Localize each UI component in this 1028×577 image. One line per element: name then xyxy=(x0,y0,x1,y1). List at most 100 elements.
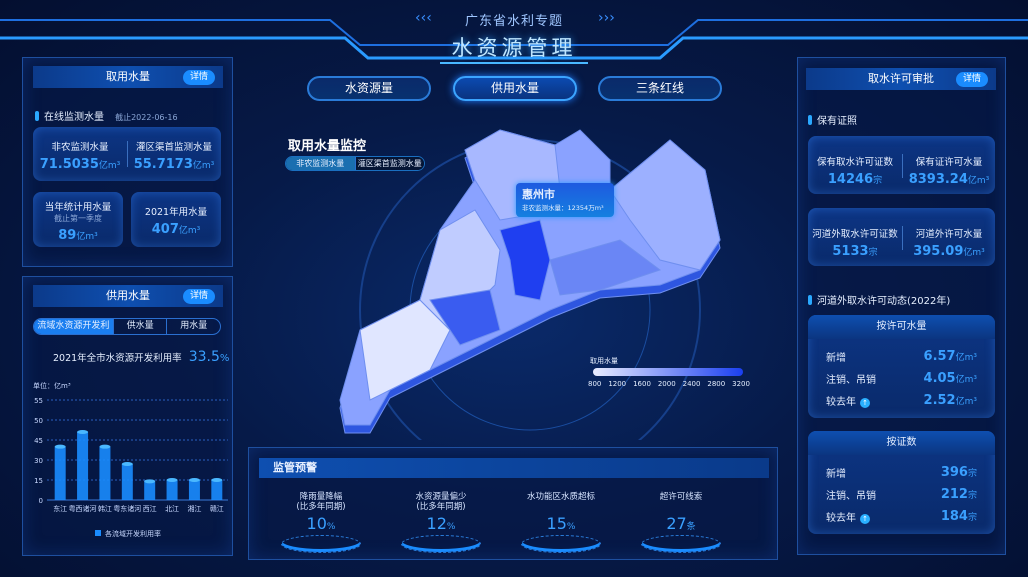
y-tick-label: 45 xyxy=(34,437,43,445)
box-title: 按许可水量 xyxy=(808,315,995,339)
tab-basin-development[interactable]: 流域水资源开发利用 xyxy=(34,319,114,334)
water-supply-panel: 供用水量 详情 流域水资源开发利用 供水量 用水量 2021年全市水资源开发利用… xyxy=(22,276,233,556)
left-chevrons-icon: ‹‹‹ xyxy=(415,10,432,26)
x-tick-label: 东江 xyxy=(53,504,67,513)
detail-button[interactable]: 详情 xyxy=(182,289,215,304)
legend-swatch xyxy=(95,530,101,536)
offstream-permit-card: 河道外取水许可证数 5133宗 河道外许可水量 395.09亿m³ xyxy=(808,208,995,266)
x-tick-label: 韩江 xyxy=(98,504,112,513)
rate-unit: % xyxy=(219,353,230,364)
divider xyxy=(127,141,128,167)
river-basin-bar-chart: 单位：亿m³ 0 15 30 45 50 55 东江 粤西诸河 韩江 粤东诸河 西江 北江 湘江 赣江各流域… xyxy=(33,381,228,538)
nav-water-supply[interactable]: 供用水量 xyxy=(453,76,577,101)
x-tick-label: 湘江 xyxy=(187,504,201,513)
stat-unit: 亿m³ xyxy=(955,375,977,385)
tab-water-use[interactable]: 用水量 xyxy=(180,321,208,331)
stat-value: 212 xyxy=(940,487,968,502)
stat-row: 较去年 ↑ 184宗 xyxy=(826,509,977,524)
metric-label: 2021年用水量 xyxy=(144,207,208,218)
bar[interactable] xyxy=(99,446,111,500)
stat-label: 新增 xyxy=(826,353,846,364)
stat-label: 注销、吊销 xyxy=(826,491,876,502)
tooltip-value: 12354 xyxy=(567,204,589,212)
toggle-nonagri[interactable]: 非农监测水量 xyxy=(286,157,356,170)
legend-label: 各流域开发利用率 xyxy=(105,529,161,538)
header-subtitle: 广东省水利专题 xyxy=(464,14,563,29)
detail-button[interactable]: 详情 xyxy=(182,70,215,85)
warning-item[interactable]: 超许可线索 27条 xyxy=(626,492,736,553)
bar-cap xyxy=(77,430,89,434)
metric-value: 395.09 xyxy=(913,244,964,259)
metric-value: 55.7173 xyxy=(133,157,193,172)
warning-item[interactable]: 降雨量降幅 (比多年同期) 10% xyxy=(266,492,376,553)
stat-row: 注销、吊销 212宗 xyxy=(826,487,977,502)
ring-decoration xyxy=(641,535,721,553)
stat-label: 注销、吊销 xyxy=(826,375,876,386)
guangdong-map[interactable] xyxy=(300,120,740,440)
metric-unit: 亿m³ xyxy=(76,232,98,242)
stat-row: 注销、吊销 4.05亿m³ xyxy=(826,371,977,386)
bar[interactable] xyxy=(121,464,133,500)
map-region xyxy=(609,139,721,271)
tab-water-supply[interactable]: 供水量 xyxy=(114,319,168,334)
legend-tick: 2800 xyxy=(707,380,726,388)
map-toggle: 非农监测水量 灌区渠首监测水量 xyxy=(285,156,425,171)
bar[interactable] xyxy=(77,432,89,500)
section-heading: 在线监测水量 截止2022-06-16 xyxy=(35,105,178,124)
map-title: 取用水量监控 xyxy=(288,139,367,154)
metric-value: 5133 xyxy=(832,244,869,259)
warning-item[interactable]: 水资源量偏少 (比多年同期) 12% xyxy=(386,492,496,553)
map-tooltip: 惠州市 非农监测水量：12354万m³ xyxy=(516,183,614,217)
y-tick-label: 55 xyxy=(34,397,43,405)
box-title: 按证数 xyxy=(808,431,995,455)
metric-label: 河道外取水许可证数 xyxy=(812,229,898,240)
toggle-irrigation[interactable]: 灌区渠首监测水量 xyxy=(355,157,424,170)
stat-unit: 宗 xyxy=(967,513,977,523)
metric-value: 14246 xyxy=(827,172,874,187)
water-intake-panel: 取用水量 详情 在线监测水量 截止2022-06-16 非农监测水量 71.503… xyxy=(22,57,233,267)
stat-label: 新增 xyxy=(826,469,846,480)
nav-three-red-lines[interactable]: 三条红线 xyxy=(598,76,722,101)
metric-unit: 宗 xyxy=(873,176,883,186)
year-2021-card: 2021年用水量 407亿m³ xyxy=(131,192,221,247)
arrow-up-icon: ↑ xyxy=(860,514,870,524)
panel-title: 取水许可审批 详情 xyxy=(806,68,996,90)
warning-label: 降雨量降幅 xyxy=(299,492,343,502)
stat-value: 4.05 xyxy=(923,371,956,386)
map-region-huizhou[interactable] xyxy=(499,219,551,301)
bar-cap xyxy=(99,444,111,449)
stat-value: 184 xyxy=(940,509,968,524)
y-tick-label: 50 xyxy=(34,417,43,425)
warning-unit: % xyxy=(566,522,576,532)
stat-value: 2.52 xyxy=(923,393,956,408)
stat-label: 较去年 xyxy=(826,397,856,408)
tooltip-city: 惠州市 xyxy=(522,188,555,201)
detail-button[interactable]: 详情 xyxy=(955,72,988,87)
stat-unit: 宗 xyxy=(967,469,977,479)
utilization-rate: 2021年全市水资源开发利用率 33.5% xyxy=(53,349,229,365)
bar[interactable] xyxy=(211,480,223,500)
bar[interactable] xyxy=(54,446,66,500)
warning-sublabel: (比多年同期) xyxy=(296,502,346,512)
warning-value: 12 xyxy=(426,514,447,533)
page-title: 水资源管理 xyxy=(451,36,577,60)
panel-title-text: 供用水量 xyxy=(106,289,150,302)
nav-water-resources[interactable]: 水资源量 xyxy=(307,76,431,101)
bar[interactable] xyxy=(166,480,178,500)
x-tick-label: 北江 xyxy=(165,505,179,513)
header: ‹‹‹ ››› xyxy=(0,0,1028,70)
x-tick-label: 赣江 xyxy=(210,504,224,513)
warning-value: 27 xyxy=(666,514,687,533)
legend-title: 取用水量 xyxy=(590,357,618,365)
warning-value: 15 xyxy=(546,514,567,533)
bar[interactable] xyxy=(144,481,156,500)
stat-label: 较去年 xyxy=(826,513,856,524)
metric-unit: 亿m³ xyxy=(963,248,985,258)
legend-ticks: 800 1200 1600 2000 2400 2800 3200 xyxy=(588,380,750,388)
bar[interactable] xyxy=(188,480,200,500)
legend-gradient-bar[interactable] xyxy=(593,368,743,376)
ring-decoration xyxy=(401,535,481,553)
metric-value: 407 xyxy=(151,222,179,237)
warning-item[interactable]: 水功能区水质超标 15% xyxy=(506,492,616,553)
legend-tick: 1600 xyxy=(633,380,651,388)
